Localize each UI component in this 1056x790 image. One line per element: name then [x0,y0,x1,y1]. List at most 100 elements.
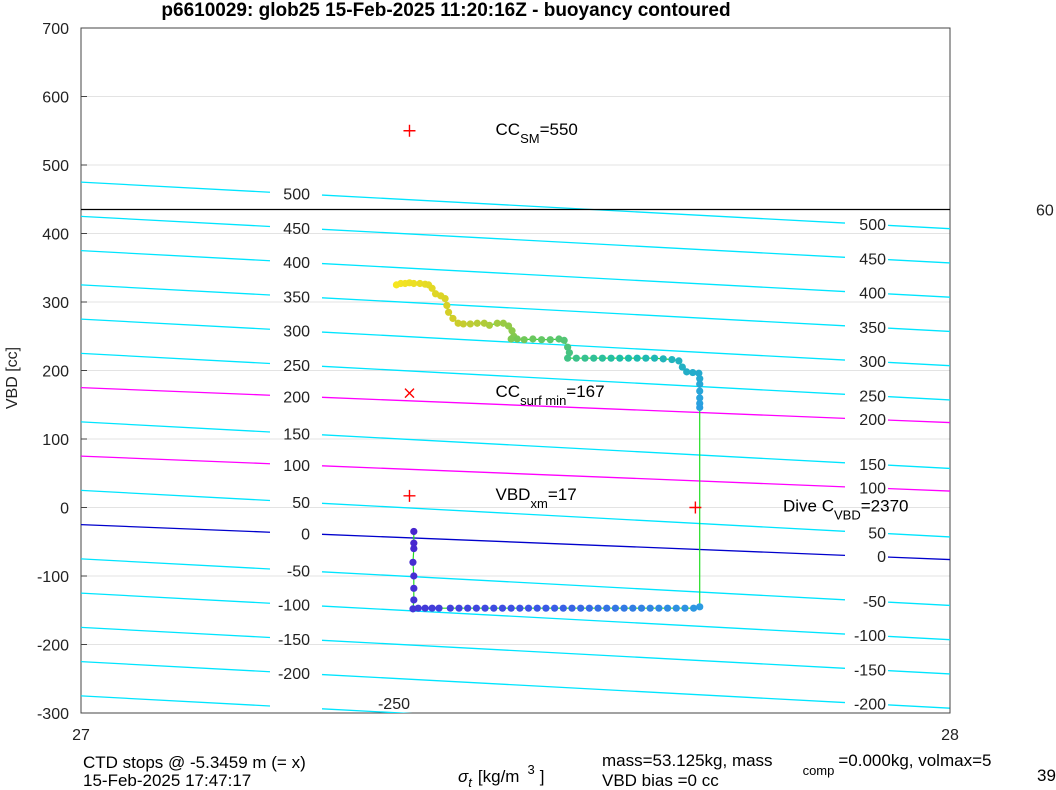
marker-label: VBDxm=17 [496,485,577,511]
contour-label: 400 [859,286,886,303]
x-axis-label-symbol: σ [458,767,469,786]
x-axis-label-sup: 3 [527,762,534,777]
trace-point [683,368,691,376]
y-tick-label: 0 [60,501,69,518]
reference-markers [403,124,702,514]
trace-point [410,527,418,536]
trace-point [642,354,650,362]
contour-line [81,352,271,365]
contour-line [321,639,846,669]
trace-point [498,604,507,612]
trace-point [481,604,489,612]
trace-point [551,604,559,612]
x-axis-label-sub: t [468,775,473,790]
contour-label: 250 [283,358,310,375]
contour-label: 50 [868,525,886,542]
trace-point [568,604,576,612]
trace-point [690,604,698,612]
contour-line [81,489,271,502]
trace-point [607,354,615,362]
marker-label: CCsurf min=167 [496,382,605,408]
trace-point [428,284,436,292]
trace-point [444,308,453,316]
trace-point [410,279,418,288]
trace-point [473,319,481,327]
marker-plus [689,501,702,514]
trace-point [696,387,704,395]
marker-label-value: =2370 [861,497,909,516]
contour-label: 100 [283,458,310,475]
trace-point [564,354,572,362]
trace-point [598,354,607,362]
trace-point [696,403,704,412]
trace-line [396,282,701,610]
contour-line [321,297,846,327]
contour-line [321,262,846,293]
trace-point [446,604,454,612]
contour-line [887,327,950,333]
contour-line [321,502,846,532]
trace-point [435,604,443,612]
x-axis-label-close: ] [540,767,545,786]
trace-point [507,604,515,612]
mass-text-sub: comp [803,763,835,778]
trace-point [565,349,573,357]
marker-label-main: CC [496,120,521,139]
trace-point [455,604,463,612]
trace-point [659,355,667,363]
trace-point [650,354,659,362]
marker-cross [404,388,415,399]
contour-line [887,293,950,298]
trace-point [663,604,672,612]
trace-point [421,604,429,612]
trace-point [585,604,593,612]
trace-point [695,369,703,377]
trace-point [637,604,646,612]
trace-point [472,604,480,612]
trace-point [611,604,620,612]
trace-point [508,327,516,335]
vbd-bias-right-text: 39 [1037,766,1056,785]
contour-line [321,533,846,556]
contour-label: -100 [278,598,310,615]
contour-label: 200 [859,412,886,429]
trace-point [443,301,451,310]
contour-line [321,396,846,419]
y-tick-label: 200 [42,364,69,381]
trace-point [410,572,418,580]
marker-label-value: =17 [548,485,577,504]
contour-line [887,258,950,264]
contour-label: 300 [859,354,886,371]
trace-point [449,314,457,323]
contour-line [887,419,950,424]
trace-point [624,354,633,362]
contour-label: 450 [283,221,310,238]
contour-label: -150 [278,632,310,649]
contour-labels: 5005004504504004003503503003002502502002… [278,187,886,714]
marker-plus [403,489,416,502]
ctd-time-text: 15-Feb-2025 17:47:17 [83,771,251,790]
trace-point [409,605,417,613]
trace-point [559,604,567,612]
volmax-label: 60 [1036,203,1054,220]
vbd-bias-text: VBD bias =0 cc [602,771,719,790]
x-tick-label: 28 [941,727,959,744]
trace-point [678,363,686,371]
marker-label-value: =167 [566,382,604,401]
marker-label-sub: VBD [834,508,861,523]
marker-label-value: =550 [540,120,578,139]
contour-line [81,318,271,330]
contour-line [321,434,846,464]
trace-point [409,558,417,566]
contour-line [321,605,846,635]
contour-label: 400 [283,255,310,272]
marker-label-sub: xm [530,496,547,511]
y-tick-label: -100 [37,569,69,586]
contour-line [321,365,846,395]
contour-label: 150 [859,457,886,474]
trace-point [490,604,498,612]
trace-point [629,604,637,612]
contour-label: 500 [859,217,886,234]
trace-point [459,320,467,328]
contour-label: -50 [287,563,310,580]
